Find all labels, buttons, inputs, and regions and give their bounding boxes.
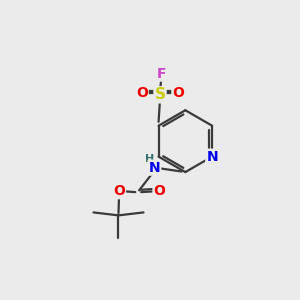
Text: N: N (148, 161, 160, 175)
Text: O: O (136, 86, 148, 100)
Text: F: F (157, 67, 166, 81)
Text: O: O (113, 184, 125, 198)
Text: H: H (146, 154, 154, 164)
Text: N: N (206, 150, 218, 164)
Text: O: O (172, 86, 184, 100)
Text: S: S (154, 87, 166, 102)
Text: O: O (154, 184, 165, 198)
